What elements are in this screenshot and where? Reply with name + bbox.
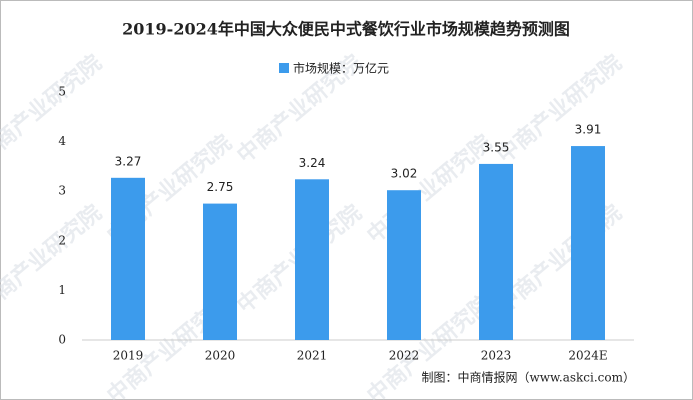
x-tick-label: 2023 bbox=[481, 349, 512, 363]
x-tick-label: 2019 bbox=[113, 349, 144, 363]
value-label: 3.55 bbox=[483, 140, 510, 154]
y-tick-label: 5 bbox=[58, 85, 66, 99]
x-tick-label: 2020 bbox=[205, 349, 236, 363]
x-tick-label: 2022 bbox=[389, 349, 420, 363]
bar bbox=[479, 163, 513, 340]
x-tick-label: 2024E bbox=[568, 349, 607, 363]
chart-title: 2019-2024年中国大众便民中式餐饮行业市场规模趋势预测图 bbox=[122, 20, 570, 39]
y-tick-label: 3 bbox=[58, 184, 66, 198]
value-label: 2.75 bbox=[207, 180, 234, 194]
y-tick-label: 2 bbox=[58, 233, 66, 247]
legend-label: 市场规模：万亿元 bbox=[293, 61, 389, 76]
value-label: 3.24 bbox=[299, 156, 326, 170]
bar bbox=[295, 179, 329, 340]
bar bbox=[387, 190, 421, 340]
bar bbox=[111, 177, 145, 340]
y-tick-label: 4 bbox=[58, 134, 66, 148]
y-tick-label: 1 bbox=[58, 283, 66, 297]
legend-swatch bbox=[279, 63, 289, 73]
y-tick-label: 0 bbox=[58, 333, 66, 347]
bar bbox=[203, 203, 237, 340]
value-label: 3.91 bbox=[575, 123, 602, 137]
value-label: 3.02 bbox=[391, 167, 418, 181]
value-label: 3.27 bbox=[115, 154, 142, 168]
x-tick-label: 2021 bbox=[297, 349, 328, 363]
bar bbox=[571, 146, 605, 340]
source: 制图：中商情报网（www.askci.com） bbox=[422, 370, 636, 385]
